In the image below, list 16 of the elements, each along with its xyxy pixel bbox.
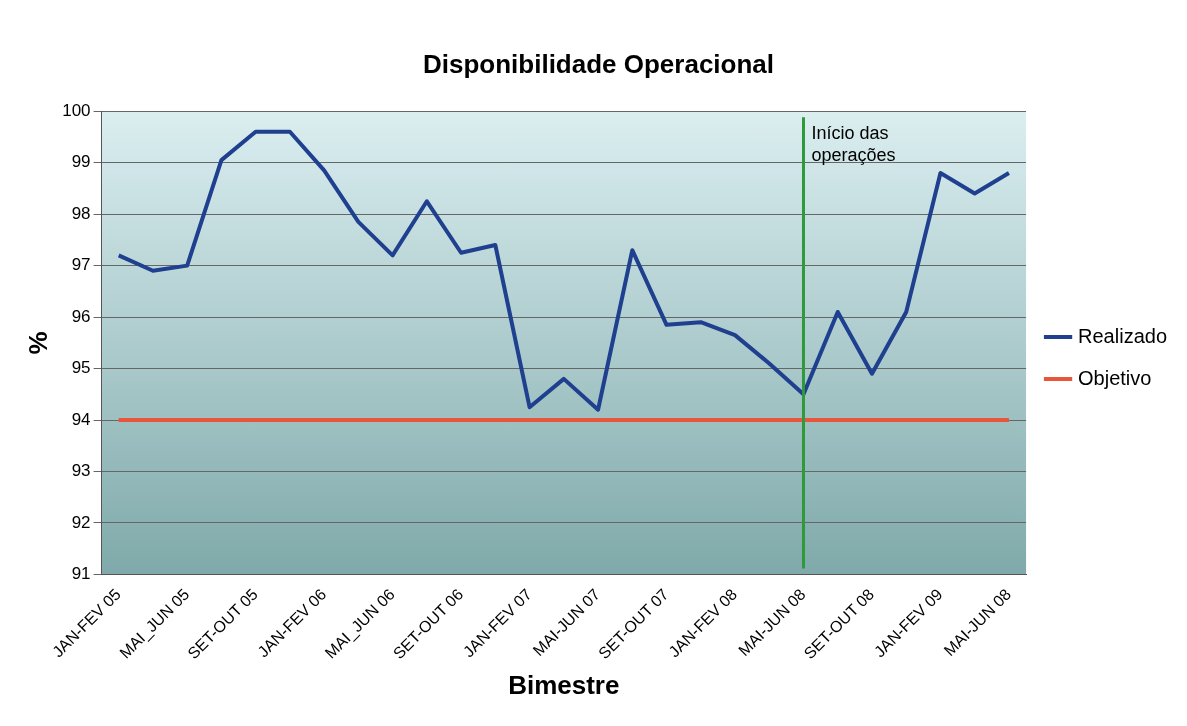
- y-tick-label: 97: [71, 255, 91, 275]
- y-tick-label: 93: [71, 461, 91, 481]
- y-tick-label: 94: [71, 409, 91, 429]
- y-tick-label: 92: [71, 512, 91, 532]
- y-tick-label: 95: [71, 358, 91, 378]
- y-tick-label: 96: [71, 306, 91, 326]
- chart-title: Disponibilidade Operacional: [422, 48, 775, 79]
- y-tick-label: 100: [62, 100, 91, 120]
- y-tick-label: 99: [71, 152, 91, 172]
- y-axis-title: %: [22, 331, 53, 355]
- x-axis-title: Bimestre: [508, 669, 620, 700]
- y-tick-label: 91: [71, 564, 91, 584]
- legend-label: Realizado: [1078, 324, 1168, 347]
- ref-line-label: Início das operações: [811, 123, 896, 166]
- legend-label: Objetivo: [1078, 366, 1152, 389]
- y-tick-label: 98: [71, 203, 91, 223]
